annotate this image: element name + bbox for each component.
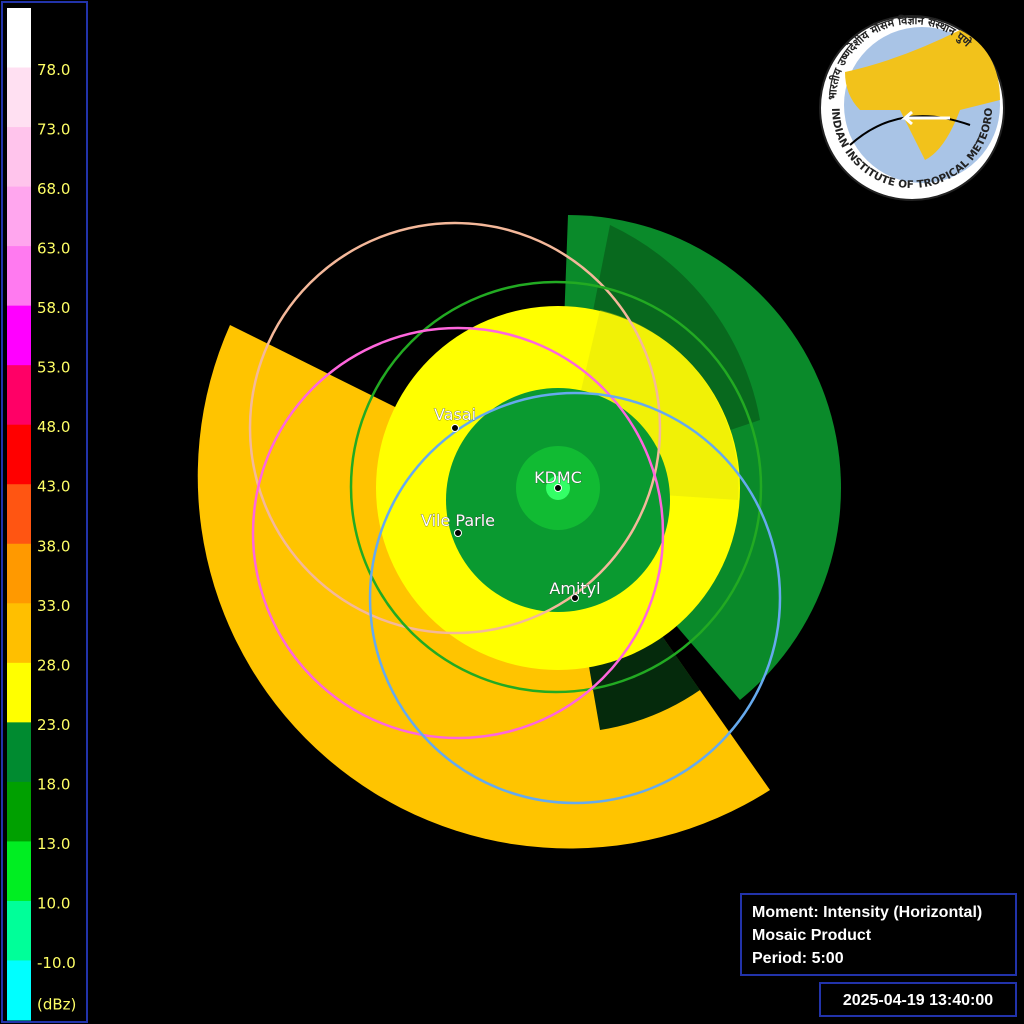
legend-label: 10.0 xyxy=(37,894,70,912)
legend-label: 53.0 xyxy=(37,359,70,377)
legend-label: 78.0 xyxy=(37,61,70,79)
info-line: Mosaic Product xyxy=(752,927,872,944)
legend-swatch xyxy=(7,781,31,842)
stations: KDMC Vasai Vile Parle Amityl xyxy=(421,405,601,602)
legend-swatch xyxy=(7,543,31,604)
legend-swatch xyxy=(7,484,31,545)
legend-swatch xyxy=(7,960,31,1021)
legend-swatch xyxy=(7,900,31,961)
range-rings xyxy=(248,221,782,805)
timestamp-frame xyxy=(819,982,1017,1017)
station-marker xyxy=(571,594,579,602)
legend-swatch xyxy=(7,424,31,485)
legend-label: 18.0 xyxy=(37,775,70,793)
legend-label: 23.0 xyxy=(37,716,70,734)
legend-label: 38.0 xyxy=(37,537,70,555)
legend-label: 43.0 xyxy=(37,478,70,496)
legend-label: 58.0 xyxy=(37,299,70,317)
legend-label: -10.0 xyxy=(37,954,76,972)
legend-label: 73.0 xyxy=(37,121,70,139)
legend-swatch xyxy=(7,8,31,69)
legend-label: 63.0 xyxy=(37,240,70,258)
legend-swatch xyxy=(7,603,31,664)
legend-swatch xyxy=(7,246,31,307)
legend-swatch xyxy=(7,841,31,902)
legend-swatch xyxy=(7,662,31,723)
timestamp: 2025-04-19 13:40:00 xyxy=(843,992,993,1009)
legend: 78.0 73.0 68.0 63.0 58.0 53.0 48.0 43.0 38.0 33.0… xyxy=(1,1,88,1023)
station-label: Amityl xyxy=(549,579,600,598)
legend-label: 68.0 xyxy=(37,180,70,198)
legend-swatch xyxy=(7,67,31,128)
legend-label: 13.0 xyxy=(37,835,70,853)
logo-land xyxy=(845,30,1000,160)
info-line: Moment: Intensity (Horizontal) xyxy=(752,904,982,921)
station-marker xyxy=(554,484,562,492)
legend-label: 48.0 xyxy=(37,418,70,436)
logo-arrow xyxy=(900,110,950,126)
info-box: Moment: Intensity (Horizontal) Mosaic Pr… xyxy=(740,893,1017,1017)
legend-swatch xyxy=(7,722,31,783)
info-line: Period: 5:00 xyxy=(752,950,844,967)
range-ring xyxy=(251,326,665,740)
legend-label: 33.0 xyxy=(37,597,70,615)
legend-swatch xyxy=(7,365,31,426)
range-ring xyxy=(368,391,782,805)
station-label: Vasai xyxy=(434,405,476,424)
radar-echo xyxy=(197,215,841,849)
range-ring xyxy=(349,280,763,694)
legend-swatch xyxy=(7,186,31,247)
info-frame xyxy=(740,893,1017,976)
legend-swatch xyxy=(7,305,31,366)
legend-label: 28.0 xyxy=(37,656,70,674)
station-label: KDMC xyxy=(534,468,582,487)
station-marker xyxy=(451,424,459,432)
range-ring xyxy=(248,221,662,635)
station-marker xyxy=(454,529,462,537)
station-label: Vile Parle xyxy=(421,511,495,530)
legend-unit: (dBz) xyxy=(37,996,76,1014)
legend-swatch xyxy=(7,127,31,188)
